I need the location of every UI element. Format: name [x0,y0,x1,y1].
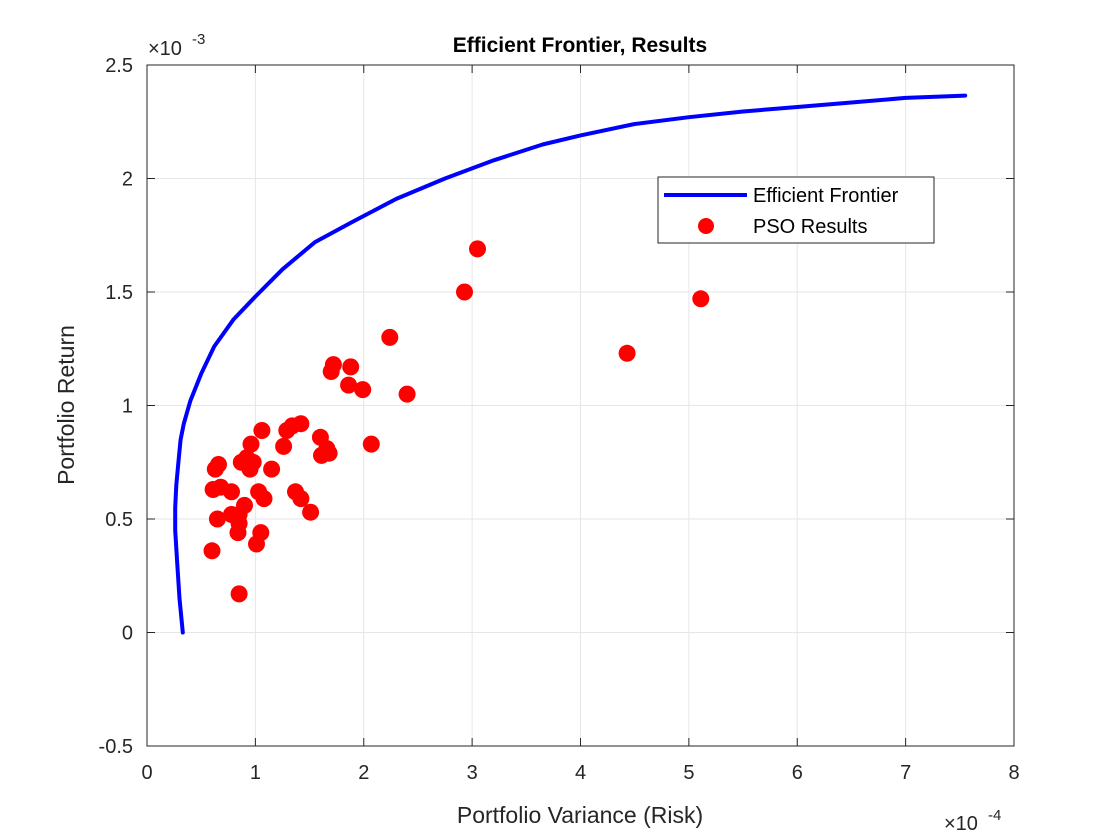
pso-result-point [253,422,271,439]
x-tick-label: 8 [1008,762,1019,784]
pso-result-point [456,283,473,301]
efficient-frontier-series [173,93,968,635]
y-multiplier-base: ×10 [148,38,182,60]
pso-result-point [354,381,372,399]
pso-result-point [263,460,281,478]
pso-result-point [324,356,342,374]
y-tick-label: 2 [122,169,133,191]
x-tick-label: 1 [250,762,261,784]
x-axis-multiplier: ×10 -4 [944,807,1001,835]
pso-result-point [398,385,416,403]
pso-result-point [236,496,253,514]
pso-result-point [302,503,320,521]
y-tick-label: 0 [122,623,133,645]
pso-result-point [320,444,338,462]
pso-result-point [203,542,221,560]
axis-ticks: 0 1 2 3 4 5 6 7 8 -0.5 0 0.5 1 1.5 2 2.5 [99,55,1020,784]
x-tick-label: 6 [792,762,803,784]
y-tick-label: 0.5 [105,509,133,531]
pso-result-point [242,435,260,453]
pso-result-point [210,456,227,473]
legend: Efficient Frontier PSO Results [657,176,935,244]
pso-result-point [292,415,310,433]
pso-result-point [381,328,399,346]
x-axis-label: Portfolio Variance (Risk) [457,802,703,828]
pso-result-point [230,585,248,603]
pso-result-point [292,490,310,508]
y-tick-label: 1 [122,396,133,418]
efficient-frontier-line [173,93,968,635]
y-tick-label: 2.5 [105,55,133,77]
x-tick-label: 3 [467,762,478,784]
legend-frontier-label: Efficient Frontier [753,185,899,207]
pso-result-point [618,344,636,362]
y-multiplier-exponent: -3 [192,31,205,48]
y-axis-label: Portfolio Return [53,325,79,485]
pso-result-point [469,240,486,258]
x-tick-label: 0 [141,762,152,784]
y-tick-label: 1.5 [105,282,133,304]
pso-result-point [255,490,273,508]
legend-pso-marker [698,218,714,234]
pso-result-point [208,510,226,528]
pso-result-point [342,358,360,376]
x-tick-label: 5 [683,762,694,784]
pso-result-point [340,376,358,394]
pso-result-point [244,453,262,471]
pso-result-point [275,437,293,455]
x-tick-label: 2 [358,762,369,784]
legend-pso-label: PSO Results [753,216,867,238]
pso-result-point [692,290,710,308]
pso-results-series [203,240,710,603]
y-axis-multiplier: ×10 -3 [148,31,205,60]
x-tick-label: 4 [575,762,586,784]
pso-result-point [252,524,270,542]
pso-result-point [362,435,380,453]
y-tick-label: -0.5 [99,736,133,758]
x-multiplier-base: ×10 [944,813,978,835]
x-tick-label: 7 [900,762,911,784]
pso-result-point [223,483,240,501]
x-multiplier-exponent: -4 [988,807,1001,824]
chart-title: Efficient Frontier, Results [453,34,707,57]
